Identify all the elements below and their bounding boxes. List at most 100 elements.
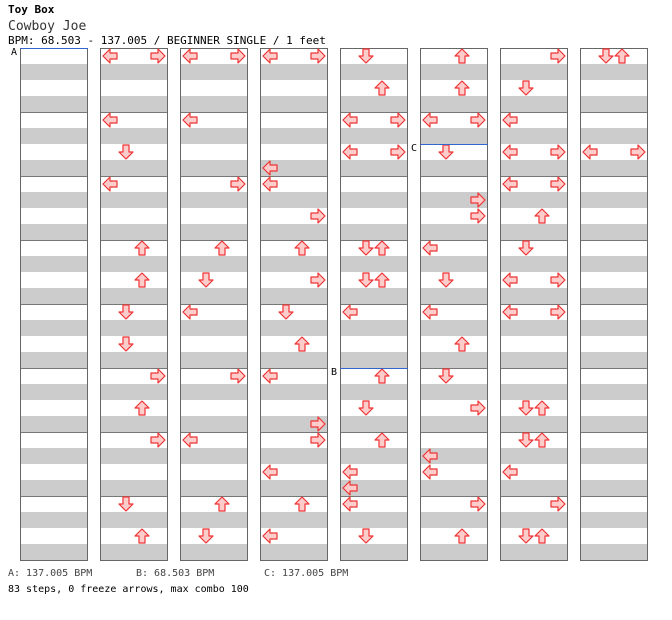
beat-stripe xyxy=(180,448,248,464)
beat-stripe xyxy=(500,256,568,272)
up-arrow-note xyxy=(374,272,390,288)
step-stats: 83 steps, 0 freeze arrows, max combo 100 xyxy=(8,584,249,595)
beat-stripe xyxy=(580,384,648,400)
up-arrow-note xyxy=(534,528,550,544)
beat-stripe xyxy=(420,384,488,400)
left-arrow-note xyxy=(182,48,198,64)
beat-stripe xyxy=(500,384,568,400)
right-arrow-note xyxy=(470,496,486,512)
beat-stripe xyxy=(340,224,408,240)
beat-stripe xyxy=(20,320,88,336)
left-arrow-note xyxy=(102,48,118,64)
beat-stripe xyxy=(180,480,248,496)
beat-stripe xyxy=(500,352,568,368)
beat-stripe xyxy=(100,288,168,304)
down-arrow-note xyxy=(518,432,534,448)
left-arrow-note xyxy=(502,272,518,288)
right-arrow-note xyxy=(390,112,406,128)
bpm-marker-c: C xyxy=(411,143,418,154)
left-arrow-note xyxy=(182,112,198,128)
down-arrow-note xyxy=(598,48,614,64)
right-arrow-note xyxy=(550,496,566,512)
beat-stripe xyxy=(100,160,168,176)
right-arrow-note xyxy=(470,192,486,208)
chart-info: BPM: 68.503 - 137.005 / BEGINNER SINGLE … xyxy=(8,34,326,47)
right-arrow-note xyxy=(470,208,486,224)
bpm-legend-a: A: 137.005 BPM xyxy=(8,568,93,579)
beat-stripe xyxy=(180,96,248,112)
beat-stripe xyxy=(20,192,88,208)
chart-column-border xyxy=(340,48,408,561)
right-arrow-note xyxy=(150,432,166,448)
right-arrow-note xyxy=(310,432,326,448)
left-arrow-note xyxy=(342,112,358,128)
beat-stripe xyxy=(580,480,648,496)
beat-stripe xyxy=(500,160,568,176)
beat-stripe xyxy=(20,448,88,464)
right-arrow-note xyxy=(630,144,646,160)
beat-stripe xyxy=(580,320,648,336)
beat-stripe xyxy=(420,96,488,112)
beat-stripe xyxy=(20,352,88,368)
beat-stripe xyxy=(100,64,168,80)
beat-stripe xyxy=(500,480,568,496)
beat-stripe xyxy=(420,288,488,304)
beat-stripe xyxy=(180,224,248,240)
beat-stripe xyxy=(260,288,328,304)
left-arrow-note xyxy=(342,464,358,480)
beat-stripe xyxy=(340,96,408,112)
right-arrow-note xyxy=(550,144,566,160)
left-arrow-note xyxy=(182,304,198,320)
song-title: Toy Box xyxy=(8,3,55,16)
left-arrow-note xyxy=(422,304,438,320)
left-arrow-note xyxy=(342,496,358,512)
up-arrow-note xyxy=(374,432,390,448)
beat-stripe xyxy=(100,416,168,432)
beat-stripe xyxy=(260,480,328,496)
beat-stripe xyxy=(340,544,408,560)
down-arrow-note xyxy=(358,272,374,288)
beat-stripe xyxy=(580,128,648,144)
down-arrow-note xyxy=(358,240,374,256)
beat-stripe xyxy=(420,128,488,144)
left-arrow-note xyxy=(502,144,518,160)
up-arrow-note xyxy=(454,48,470,64)
up-arrow-note xyxy=(134,240,150,256)
left-arrow-note xyxy=(502,176,518,192)
beat-stripe xyxy=(340,160,408,176)
beat-stripe xyxy=(260,192,328,208)
left-arrow-note xyxy=(422,448,438,464)
beat-stripe xyxy=(500,320,568,336)
beat-stripe xyxy=(420,544,488,560)
beat-stripe xyxy=(20,480,88,496)
beat-stripe xyxy=(20,64,88,80)
up-arrow-note xyxy=(534,400,550,416)
right-arrow-note xyxy=(390,144,406,160)
bpm-legend-b: B: 68.503 BPM xyxy=(136,568,215,579)
right-arrow-note xyxy=(310,272,326,288)
beat-stripe xyxy=(420,320,488,336)
beat-stripe xyxy=(180,288,248,304)
beat-stripe xyxy=(260,384,328,400)
up-arrow-note xyxy=(134,528,150,544)
beat-stripe xyxy=(180,128,248,144)
beat-stripe xyxy=(180,192,248,208)
left-arrow-note xyxy=(502,464,518,480)
up-arrow-note xyxy=(214,496,230,512)
beat-stripe xyxy=(260,256,328,272)
left-arrow-note xyxy=(102,176,118,192)
chart-column-border xyxy=(180,48,248,561)
right-arrow-note xyxy=(150,48,166,64)
beat-stripe xyxy=(580,96,648,112)
up-arrow-note xyxy=(614,48,630,64)
beat-stripe xyxy=(20,416,88,432)
beat-stripe xyxy=(500,416,568,432)
up-arrow-note xyxy=(454,80,470,96)
up-arrow-note xyxy=(374,240,390,256)
beat-stripe xyxy=(100,256,168,272)
beat-stripe xyxy=(20,96,88,112)
down-arrow-note xyxy=(438,272,454,288)
up-arrow-note xyxy=(134,400,150,416)
up-arrow-note xyxy=(534,432,550,448)
